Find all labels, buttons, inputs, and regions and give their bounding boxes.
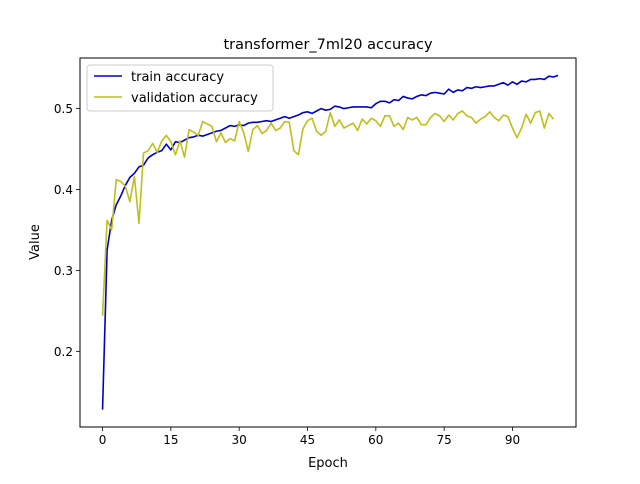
- y-tick-label: 0.3: [54, 264, 73, 278]
- series-line-1: [101, 110, 555, 316]
- y-tick-label: 0.4: [54, 183, 73, 197]
- legend-label-validation: validation accuracy: [131, 91, 258, 106]
- chart-title: transformer_7ml20 accuracy: [223, 37, 432, 53]
- x-tick-label: 75: [437, 433, 452, 447]
- x-tick-label: 90: [505, 433, 520, 447]
- y-axis-label: Value: [28, 224, 43, 260]
- x-tick-label: 60: [368, 433, 383, 447]
- x-tick-label: 45: [300, 433, 315, 447]
- legend: train accuracy validation accuracy: [86, 64, 274, 112]
- x-tick-label: 0: [99, 433, 107, 447]
- x-tick-label: 15: [163, 433, 178, 447]
- x-axis-label: Epoch: [308, 456, 348, 471]
- plot-area: [79, 57, 577, 428]
- x-axis: 0 15 30 45 60 75 90: [99, 427, 520, 447]
- x-tick-label: 30: [232, 433, 247, 447]
- y-tick-label: 0.5: [54, 102, 73, 116]
- series-layer: [101, 74, 559, 410]
- y-tick-label: 0.2: [54, 345, 73, 359]
- legend-box: [86, 64, 274, 112]
- y-axis: 0.2 0.3 0.4 0.5: [54, 102, 80, 359]
- legend-label-train: train accuracy: [131, 70, 224, 85]
- series-line-0: [101, 74, 559, 410]
- plot-frame: [79, 57, 577, 428]
